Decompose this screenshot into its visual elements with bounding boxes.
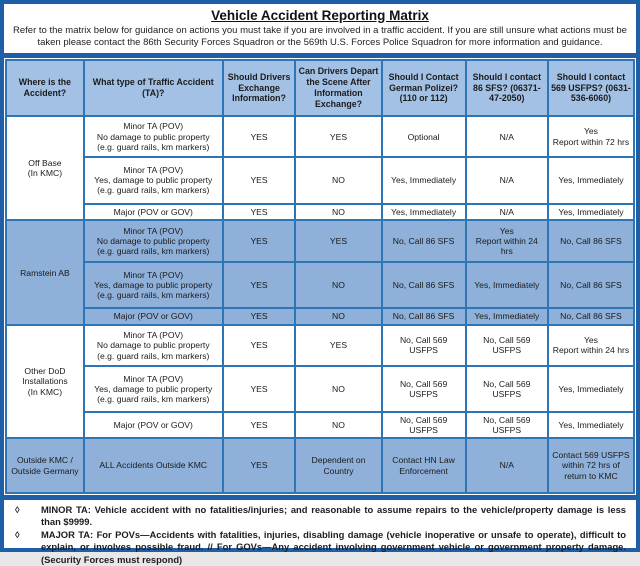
location-cell: Off Base (In KMC)	[5, 114, 85, 222]
note-item: ◊ MINOR TA: Vehicle accident with no fat…	[12, 504, 626, 529]
table-row: Minor TA (POV) Yes, damage to public pro…	[6, 260, 636, 310]
cell-polizei: Contact HN Law Enforcement	[380, 437, 467, 494]
cell-569usfps: Yes Report within 24 hrs	[546, 323, 636, 368]
cell-86sfs: N/A	[464, 437, 549, 494]
table-row: Major (POV or GOV) YES NO No, Call 86 SF…	[6, 307, 636, 326]
col-header-polizei: Should I Contact German Polizei? (110 or…	[380, 59, 467, 117]
cell-569usfps: Yes, Immediately	[546, 411, 636, 440]
col-header-where: Where is the Accident?	[5, 59, 85, 117]
cell-86sfs: Yes Report within 24 hrs	[464, 219, 549, 263]
cell-569usfps: Yes, Immediately	[546, 365, 636, 414]
table-row: Minor TA (POV) Yes, damage to public pro…	[6, 156, 636, 205]
matrix-container: Where is the Accident? What type of Traf…	[4, 58, 636, 495]
cell-86sfs: N/A	[464, 202, 549, 222]
col-header-86sfs: Should I contact 86 SFS? (06371-47-2050)	[464, 59, 549, 117]
table-row: Minor TA (POV) Yes, damage to public pro…	[6, 365, 636, 414]
cell-type: Minor TA (POV) No damage to public prope…	[82, 114, 224, 159]
col-header-569usfps: Should I contact 569 USFPS? (0631-536-60…	[546, 59, 636, 117]
col-header-exchange: Should Drivers Exchange Information?	[221, 59, 297, 117]
cell-depart: NO	[294, 156, 383, 205]
cell-exchange: YES	[221, 307, 297, 326]
table-row: Outside KMC / Outside Germany ALL Accide…	[5, 437, 636, 494]
cell-depart: NO	[294, 307, 383, 326]
cell-type: Major (POV or GOV)	[82, 202, 224, 222]
cell-86sfs: Yes, Immediately	[464, 307, 549, 326]
cell-polizei: No, Call 86 SFS	[380, 219, 467, 263]
cell-86sfs: Yes, Immediately	[464, 260, 549, 310]
table-row: Off Base (In KMC) Minor TA (POV) No dama…	[5, 114, 636, 222]
table-row: Other DoD Installations (In KMC) Minor T…	[5, 323, 636, 440]
page-title: Vehicle Accident Reporting Matrix	[211, 7, 429, 23]
cell-exchange: YES	[221, 260, 297, 310]
cell-polizei: No, Call 86 SFS	[380, 307, 467, 326]
col-header-depart: Can Drivers Depart the Scene After Infor…	[294, 59, 383, 117]
cell-569usfps: No, Call 86 SFS	[546, 260, 636, 310]
cell-type: Minor TA (POV) No damage to public prope…	[82, 219, 224, 263]
cell-polizei: No, Call 569 USFPS	[380, 411, 467, 440]
cell-86sfs: N/A	[464, 156, 549, 205]
header-row: Where is the Accident? What type of Traf…	[5, 59, 636, 117]
note-major-ta: MAJOR TA: For POVs—Accidents with fatali…	[41, 528, 626, 565]
diamond-bullet: ◊	[15, 528, 20, 540]
col-header-type: What type of Traffic Accident (TA)?	[82, 59, 224, 117]
table-row: Ramstein AB Minor TA (POV) No damage to …	[5, 219, 636, 326]
cell-exchange: YES	[221, 202, 297, 222]
cell-86sfs: No, Call 569 USFPS	[464, 365, 549, 414]
cell-type: Minor TA (POV) Yes, damage to public pro…	[82, 365, 224, 414]
note-item: ◊ MAJOR TA: For POVs—Accidents with fata…	[12, 529, 626, 566]
location-cell: Outside KMC / Outside Germany	[5, 437, 85, 494]
cell-569usfps: Yes, Immediately	[546, 202, 636, 222]
cell-type: Minor TA (POV) Yes, damage to public pro…	[82, 260, 224, 310]
intro-text: Refer to the matrix below for guidance o…	[13, 24, 627, 48]
location-cell: Other DoD Installations (In KMC)	[5, 323, 85, 440]
cell-type: Minor TA (POV) Yes, damage to public pro…	[82, 156, 224, 205]
cell-polizei: No, Call 569 USFPS	[380, 365, 467, 414]
cell-569usfps: No, Call 86 SFS	[546, 307, 636, 326]
cell-type: ALL Accidents Outside KMC	[82, 437, 224, 494]
cell-exchange: YES	[221, 156, 297, 205]
cell-polizei: Optional	[380, 114, 467, 159]
cell-depart: Dependent on Country	[294, 437, 383, 494]
cell-depart: NO	[294, 365, 383, 414]
cell-polizei: Yes, Immediately	[380, 156, 467, 205]
title-box: Vehicle Accident Reporting Matrix Refer …	[4, 4, 636, 53]
note-minor-ta: MINOR TA: Vehicle accident with no fatal…	[41, 504, 626, 528]
cell-polizei: No, Call 86 SFS	[380, 260, 467, 310]
cell-exchange: YES	[221, 114, 297, 159]
location-cell: Ramstein AB	[5, 219, 85, 326]
cell-polizei: Yes, Immediately	[380, 202, 467, 222]
cell-type: Major (POV or GOV)	[82, 411, 224, 440]
cell-depart: YES	[294, 323, 383, 368]
cell-86sfs: No, Call 569 USFPS	[464, 411, 549, 440]
cell-exchange: YES	[221, 323, 297, 368]
cell-exchange: YES	[221, 411, 297, 440]
cell-depart: NO	[294, 411, 383, 440]
cell-569usfps: Yes Report within 72 hrs	[546, 114, 636, 159]
cell-569usfps: Contact 569 USFPS within 72 hrs of retur…	[546, 437, 636, 494]
cell-depart: NO	[294, 260, 383, 310]
cell-569usfps: No, Call 86 SFS	[546, 219, 636, 263]
accident-matrix-table: Where is the Accident? What type of Traf…	[5, 59, 636, 494]
cell-exchange: YES	[221, 437, 297, 494]
cell-type: Minor TA (POV) No damage to public prope…	[82, 323, 224, 368]
cell-exchange: YES	[221, 365, 297, 414]
table-row: Major (POV or GOV) YES NO No, Call 569 U…	[6, 411, 636, 440]
cell-polizei: No, Call 569 USFPS	[380, 323, 467, 368]
table-row: Major (POV or GOV) YES NO Yes, Immediate…	[6, 202, 636, 222]
cell-569usfps: Yes, Immediately	[546, 156, 636, 205]
cell-depart: NO	[294, 202, 383, 222]
notes-box: ◊ MINOR TA: Vehicle accident with no fat…	[4, 500, 636, 565]
cell-type: Major (POV or GOV)	[82, 307, 224, 326]
cell-depart: YES	[294, 114, 383, 159]
cell-86sfs: N/A	[464, 114, 549, 159]
cell-86sfs: No, Call 569 USFPS	[464, 323, 549, 368]
cell-depart: YES	[294, 219, 383, 263]
cell-exchange: YES	[221, 219, 297, 263]
diamond-bullet: ◊	[15, 504, 20, 515]
